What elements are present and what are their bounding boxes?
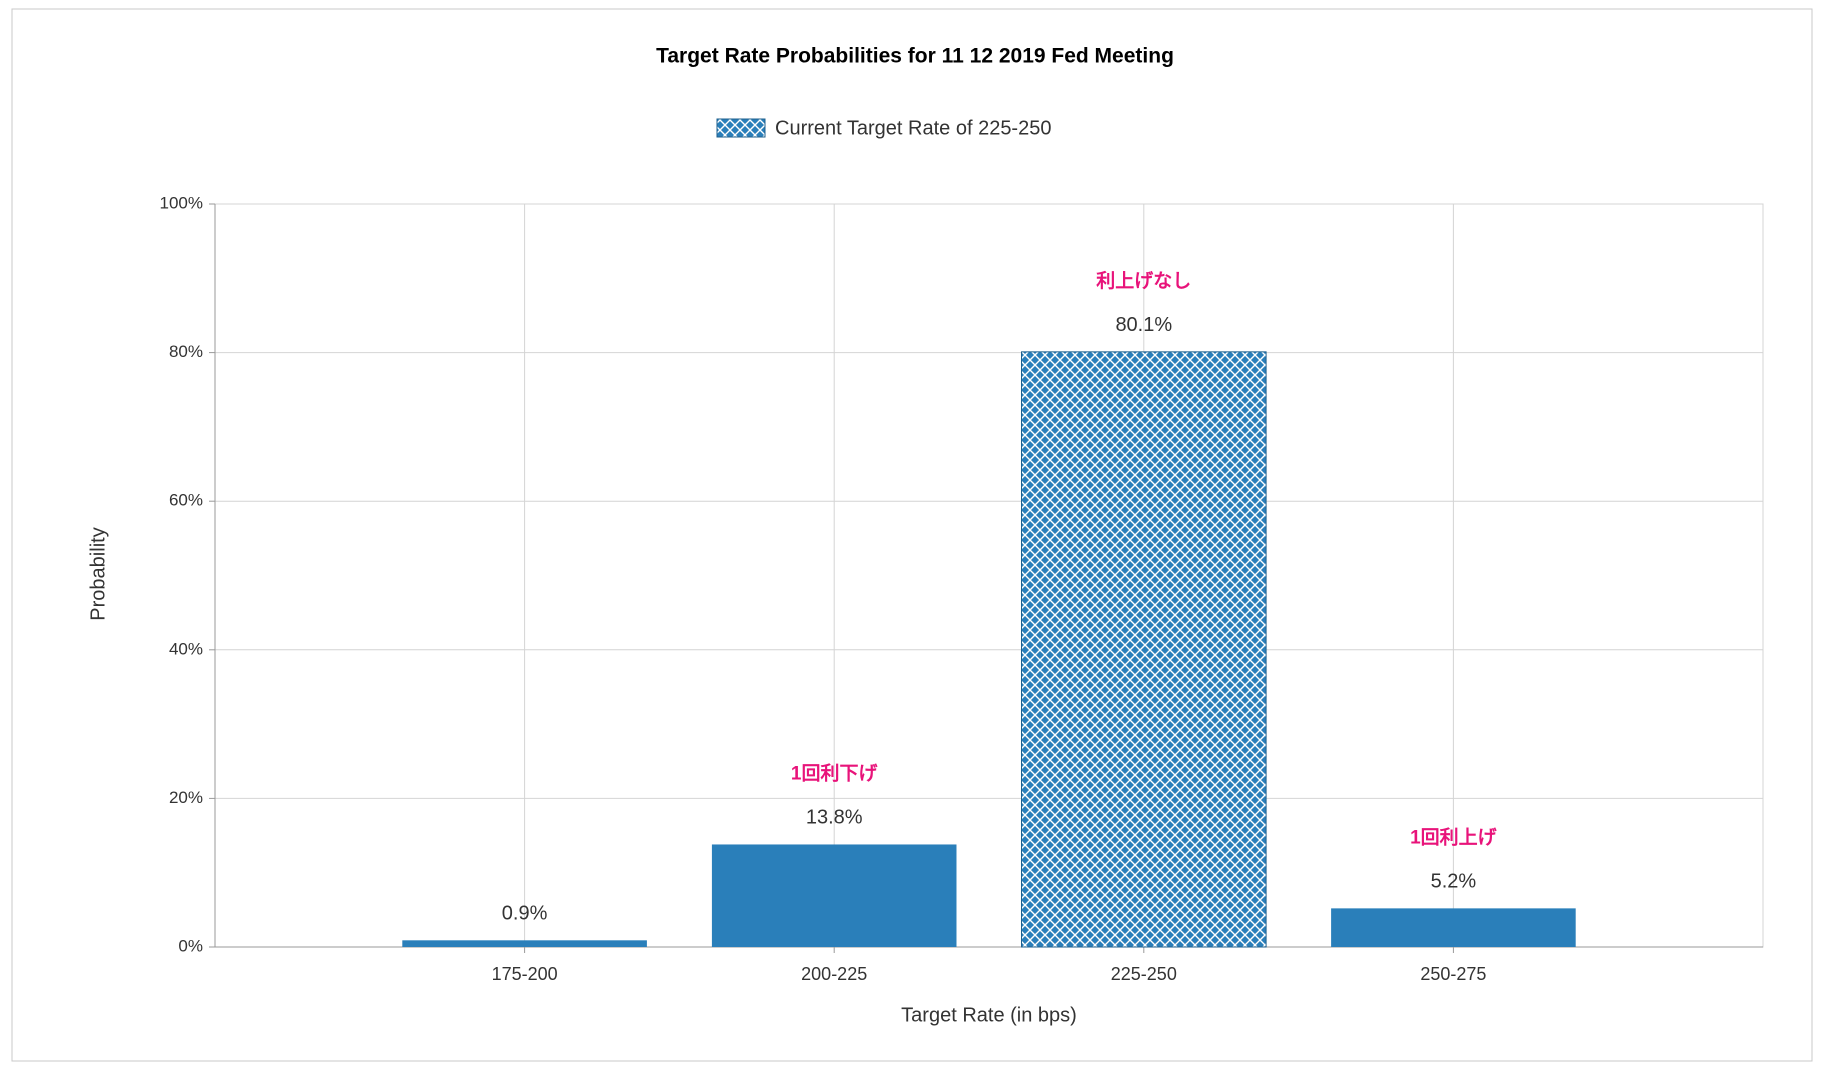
annotation: 利上げなし [1096,270,1191,292]
x-tick-label: 200-225 [801,964,867,984]
bar [711,844,957,947]
annotation: 1回利下げ [791,762,879,784]
y-tick-label: 60% [169,491,203,510]
y-tick-label: 80% [169,342,203,361]
x-tick-label: 250-275 [1420,964,1486,984]
y-axis-label: Probability [87,527,109,620]
value-label: 0.9% [502,903,548,925]
y-tick-label: 40% [169,639,203,658]
bar [1021,351,1267,948]
value-label: 5.2% [1431,871,1477,893]
x-tick-label: 225-250 [1111,964,1177,984]
legend-swatch [716,118,766,138]
value-label: 13.8% [806,807,863,829]
y-tick-label: 0% [178,936,203,955]
x-axis-label: Target Rate (in bps) [901,1004,1077,1026]
y-tick-label: 20% [169,788,203,807]
y-tick-label: 100% [160,193,203,212]
annotation: 1回利上げ [1410,826,1498,848]
legend-label: Current Target Rate of 225-250 [775,117,1051,139]
value-label: 80.1% [1115,314,1172,336]
bar [402,940,647,947]
chart-title: Target Rate Probabilities for 11 12 2019… [656,45,1174,68]
x-tick-label: 175-200 [492,964,558,984]
bar [1331,908,1576,947]
